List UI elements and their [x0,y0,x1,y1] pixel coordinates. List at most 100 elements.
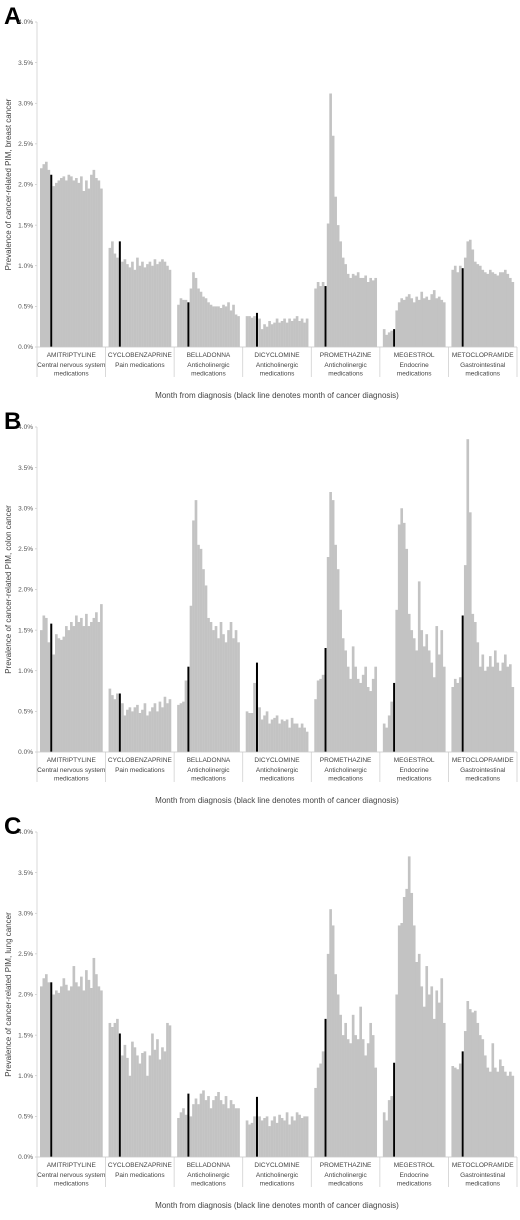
bar [351,646,355,752]
bar [491,272,495,347]
y-tick-label: 1.0% [18,263,33,270]
bar [402,897,406,1157]
bar [273,717,276,752]
bar [356,678,360,752]
class-label: Anticholinergic [187,362,230,369]
bar [329,909,332,1157]
y-tick-label: 4.0% [18,19,33,26]
class-label: Central nervous system [37,767,105,774]
y-tick-label: 2.5% [18,546,33,553]
bar [62,176,66,347]
bar [511,1075,515,1157]
bar [87,979,91,1157]
bar [458,265,462,347]
bar [153,703,157,752]
bar [70,176,73,347]
bar [253,682,256,752]
bar [456,682,460,752]
bar [260,329,264,347]
bar [194,277,198,347]
bar [123,259,127,347]
bar [194,1098,198,1157]
bar [341,1035,345,1157]
bar [189,1116,193,1157]
bar [316,1067,320,1157]
bar [85,613,88,752]
bar [217,638,220,752]
bar [52,994,56,1157]
bar [153,259,157,347]
bar [166,1022,169,1157]
bar [57,638,61,752]
bar [100,188,103,347]
bar [435,298,439,347]
drug-label: AMITRIPTYLINE [47,352,97,359]
bar [182,299,185,347]
class-label: medications [328,1181,363,1188]
bar [463,565,467,752]
bar [280,321,284,347]
bar [501,1066,505,1157]
class-label: medications [465,1181,500,1188]
bar [116,257,119,347]
bar [468,239,472,347]
bar [359,682,362,752]
bar [45,161,48,347]
bar [361,1039,365,1157]
bar [128,707,132,752]
bar [207,1096,210,1157]
diagnosis-bar [187,302,190,347]
bar [440,630,444,752]
drug-label: DICYCLOMINE [254,757,300,764]
bar [466,241,470,347]
class-label: Gastrointestinal [460,362,506,369]
bar [250,1122,254,1157]
bar [366,282,370,347]
bar [151,1033,154,1157]
bar [111,695,114,752]
class-label: Gastrointestinal [460,1172,506,1179]
bar [498,670,502,752]
bar [283,721,286,752]
bar [412,925,416,1157]
bar [270,1120,274,1157]
class-label: medications [328,776,363,783]
bar [483,670,487,752]
bar [97,986,101,1157]
bar [356,272,360,347]
bar [126,264,129,347]
bar [199,1093,203,1157]
diagnosis-bar [393,682,396,752]
bar [285,719,289,752]
bar [511,687,515,752]
bar [258,1116,261,1157]
class-label: medications [465,776,500,783]
bar [192,520,195,752]
bar [133,1047,137,1157]
bar [476,264,480,347]
panel-letter: B [4,408,21,435]
bar [143,703,147,752]
bar [356,1039,360,1157]
bar [305,1116,309,1157]
drug-label: BELLADONNA [187,757,231,764]
class-label: Pain medications [115,1172,165,1179]
class-label: medications [260,1181,295,1188]
bar [390,701,394,752]
drug-label: PROMETHAZINE [320,1162,372,1169]
bar [245,1120,249,1157]
bar [40,986,43,1157]
bar [268,723,271,752]
bar [161,259,164,347]
bar [405,548,409,752]
bar [77,986,81,1157]
chart-panel-a: A 0.0% 0.5% 1.0% 1.5% 2.0% 2.5% 3.0% 3.5% 4.0% Pre… [4,3,518,400]
class-label: medications [260,371,295,378]
bar [374,1067,378,1157]
drug-label: AMITRIPTYLINE [47,757,97,764]
diagnosis-bar [118,693,121,752]
bar [491,1043,495,1157]
bar [458,677,462,752]
bar [263,715,266,752]
bar [336,569,340,752]
